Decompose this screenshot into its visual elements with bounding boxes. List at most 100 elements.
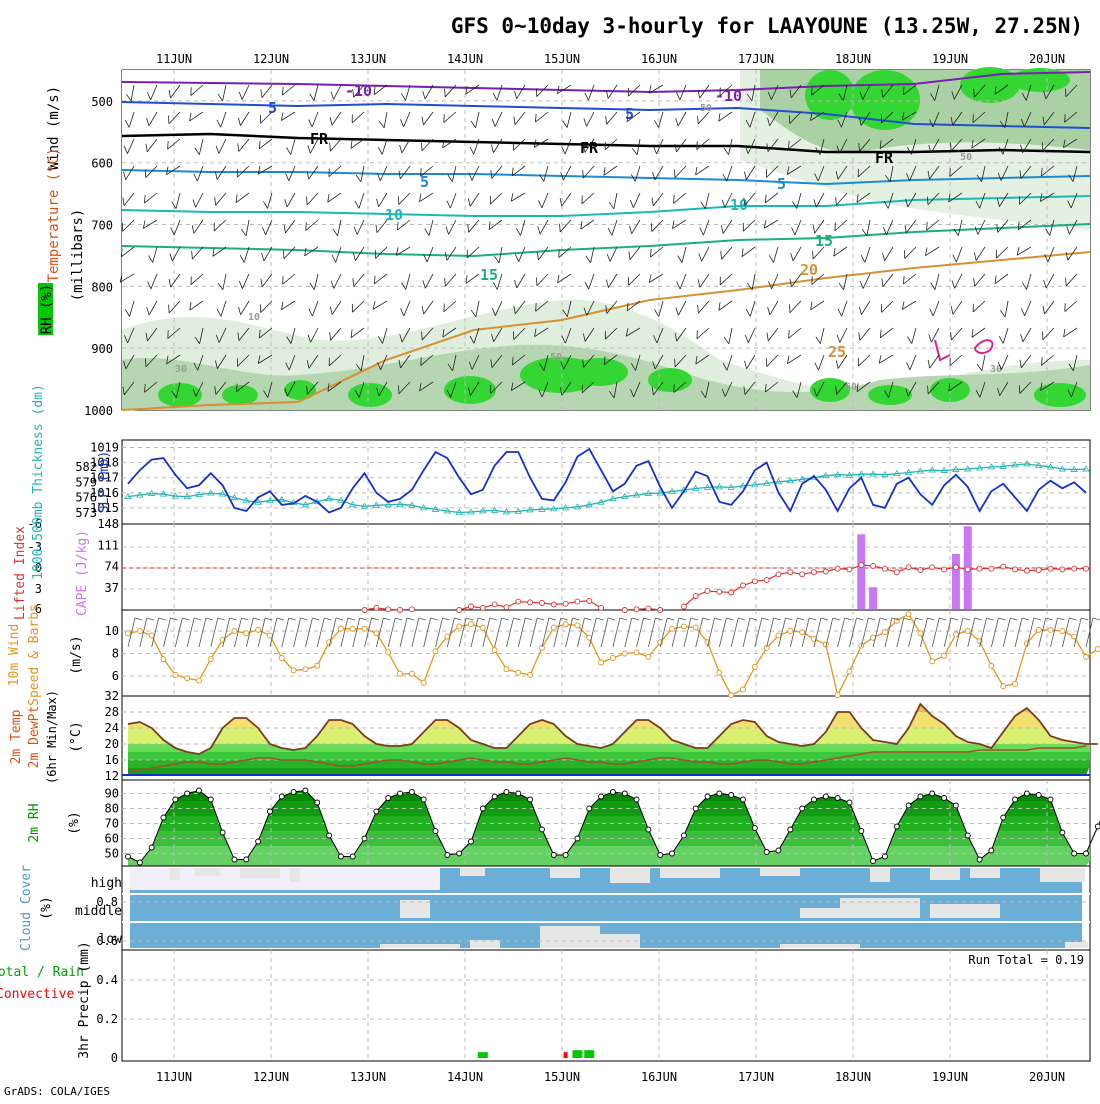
wind-barb (651, 192, 664, 207)
thickness-line-marker (526, 506, 534, 513)
wind-barb (1020, 138, 1032, 153)
wind10-line-marker (1000, 683, 1007, 690)
wind-barb (1063, 138, 1078, 149)
wind-barb (1068, 165, 1078, 182)
wind-barb (791, 219, 802, 236)
wind-barb (788, 327, 802, 339)
thickness-line-marker (952, 465, 960, 472)
wind10-barb (245, 617, 254, 648)
wind-barb (1042, 111, 1055, 126)
wind-barb (856, 192, 871, 203)
temp-contour (121, 195, 1091, 217)
temp-contour (121, 71, 1091, 94)
wind-barb (119, 273, 135, 283)
wind10-barb-flag (454, 617, 462, 621)
li-line-marker (881, 565, 888, 572)
wind-barb (145, 138, 158, 153)
wind-barb (927, 192, 940, 206)
date-label-bottom: 16JUN (641, 1070, 677, 1084)
wind-barb (125, 300, 135, 317)
wind10-tick: 10 (105, 624, 119, 638)
li-line-marker (586, 597, 593, 604)
cloud-panel (122, 868, 1090, 948)
rh2m-line-marker (929, 790, 936, 797)
wind10-barb (210, 617, 219, 648)
wind-barb (1065, 246, 1078, 261)
temp-band (128, 752, 1090, 760)
thickness-line-marker (881, 470, 889, 478)
wind10-line-marker (503, 666, 510, 673)
wind10-labels: 10m Wind Speed & Barbs (m/s) (7, 604, 84, 706)
wind-barb (926, 219, 940, 231)
wind10-line-marker (1047, 626, 1054, 633)
wind-barb (191, 219, 204, 234)
wind-barb (674, 165, 687, 179)
dewpt-line (127, 745, 1087, 773)
li-line-marker (680, 603, 687, 610)
wind-barb (907, 327, 917, 344)
contour-label: 50 (550, 352, 562, 363)
wind-barb (490, 381, 503, 394)
rh-blob-low (572, 358, 628, 386)
wind-barb (513, 111, 526, 125)
wind-barb (375, 246, 388, 259)
wind-barb (193, 165, 204, 182)
cape-tick: 74 (105, 560, 119, 574)
wind-barb (928, 138, 940, 154)
wind-barb (766, 354, 779, 367)
wind-barb (423, 246, 434, 263)
precip-label-b: Convective (0, 987, 74, 1002)
wind-barb (167, 138, 181, 150)
wind10-barb-flag (738, 617, 746, 621)
thickness-line-marker (1011, 461, 1019, 468)
wind-barb (238, 111, 250, 126)
date-label-bottom: 19JUN (932, 1070, 968, 1084)
wind10-barb-flag (406, 617, 415, 621)
wind-barb (950, 111, 963, 126)
wind10-barb-flag (276, 617, 285, 621)
wind-barb (952, 246, 963, 263)
li-line-marker (1047, 565, 1054, 572)
wind-barb (146, 111, 158, 127)
temp2m-panel: 12 16 20 24 28 32 (105, 689, 1098, 783)
panel-frame (121, 949, 1091, 1062)
wind10-barb (671, 617, 680, 648)
wind-barb (999, 300, 1009, 318)
rh2m-line-marker (385, 795, 392, 801)
thickness-line-marker (337, 496, 345, 503)
wind-barb (788, 138, 802, 150)
wind-barb (1017, 219, 1032, 231)
date-label-top: 19JUN (932, 52, 968, 66)
wind-barb (215, 138, 227, 154)
wind10-barb (588, 617, 597, 648)
wind10-line-marker (669, 625, 675, 632)
thickness-line-marker (408, 501, 416, 508)
wind-barb (581, 192, 595, 205)
wind10-barb-flag (1010, 617, 1018, 621)
date-label-top: 12JUN (253, 52, 289, 66)
wind-barb (582, 165, 595, 179)
wind10-line-marker (337, 625, 344, 632)
wind-barb (625, 327, 641, 337)
rh-blob-low (810, 378, 850, 402)
wind-barb (535, 300, 549, 312)
rh-blob-upper (1010, 68, 1070, 92)
li-line-marker (929, 564, 936, 571)
thickness-line-marker (798, 475, 806, 482)
wind-barb (1021, 84, 1032, 101)
wind-barb (813, 192, 825, 208)
rh2m-line-marker (160, 814, 167, 821)
rh2m-line-marker (136, 859, 143, 866)
wind10-barb (423, 617, 432, 648)
wind10-barb (860, 617, 869, 648)
wind-barb (882, 246, 894, 261)
thickness-line-marker (632, 491, 641, 498)
li-tick: -6 (28, 517, 42, 531)
temp2m-label-b: 2m DewPt (27, 706, 42, 769)
wind-barb (1022, 273, 1032, 290)
rh2m-line-marker (539, 826, 545, 833)
wind-barb (350, 327, 365, 338)
wind-barb (721, 192, 733, 208)
wind-barb (146, 300, 158, 316)
wind10-line-marker (160, 656, 167, 663)
